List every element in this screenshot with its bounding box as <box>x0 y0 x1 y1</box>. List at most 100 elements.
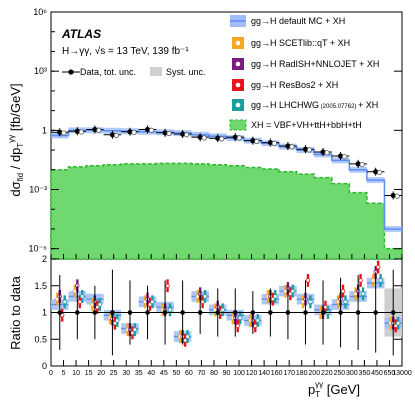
experiment-label: ATLAS <box>61 27 101 41</box>
ratio-model-marker <box>115 318 120 323</box>
ratio-data-point <box>250 310 256 315</box>
ratio-data-point <box>180 310 185 315</box>
legend-data-marker <box>68 69 74 75</box>
model-marker <box>61 130 67 136</box>
data-point <box>162 130 168 136</box>
model-marker <box>377 169 383 176</box>
legend-swatch-marker <box>235 61 241 67</box>
ratio-model-marker <box>273 294 278 299</box>
legend-swatch-marker <box>235 40 241 46</box>
top-ytick-label: 1 <box>42 125 47 135</box>
legend-label: gg→H RadISH+NNLOJET + XH <box>251 59 379 69</box>
xtick-label: 35 <box>135 370 143 377</box>
ratio-data-point <box>303 310 308 315</box>
ratio-model-marker <box>343 299 348 304</box>
xtick-label: 170 <box>283 370 295 377</box>
ratio-ytick-label: 0 <box>42 361 47 371</box>
xtick-label: 120 <box>246 370 258 377</box>
ratio-ytick-label: 2 <box>42 254 47 264</box>
ratio-model-marker <box>202 294 208 299</box>
top-ytick-label: 10⁻³ <box>29 185 47 195</box>
xtick-label: 100 <box>233 370 245 377</box>
legend-swatch <box>229 119 247 131</box>
xtick-label: 5 <box>62 370 66 377</box>
legend-syst-label: Syst. unc. <box>166 67 206 77</box>
top-ytick-label: 10⁻⁶ <box>29 244 48 254</box>
data-point <box>57 129 63 135</box>
ratio-data-point <box>145 310 150 315</box>
ratio-data-point <box>75 310 80 315</box>
xtick-label: 10 <box>72 370 80 377</box>
xtick-label: 50 <box>172 370 180 377</box>
ratio-model-marker <box>237 315 243 321</box>
ratio-model-marker <box>308 299 313 304</box>
xtick-label: 450 <box>371 370 383 377</box>
xtick-label: 70 <box>198 370 206 377</box>
data-point <box>267 139 273 146</box>
ratio-data-point <box>215 310 221 315</box>
ratio-ytick-label: 1.5 <box>34 281 47 291</box>
data-point <box>197 134 203 140</box>
ratio-data-point <box>338 310 343 315</box>
ratio-model-marker <box>371 278 376 283</box>
ratio-data-point <box>373 310 378 315</box>
ratio-data-point <box>320 310 326 315</box>
legend-swatch-marker <box>235 82 241 88</box>
process-label: H→γγ, √s = 13 TeV, 139 fb⁻¹ <box>62 45 189 57</box>
xtick-label: 80 <box>210 370 218 377</box>
xtick-label: 200 <box>308 370 320 377</box>
top-ylabel: dσfid / dpTγγ [fb/GeV] <box>7 83 25 196</box>
legend-label: XH = VBF+VH+ttH+bbH+tH <box>251 120 362 130</box>
ratio-model-marker <box>358 278 363 283</box>
xtick-label: 160 <box>271 370 283 377</box>
ratio-data-point <box>92 310 98 315</box>
top-ytick-label: 10³ <box>34 66 47 76</box>
data-point <box>250 138 256 144</box>
data-point <box>390 192 396 199</box>
xtick-label: 0 <box>49 370 53 377</box>
xtick-label: 140 <box>258 370 270 377</box>
legend-swatch-marker <box>235 102 241 108</box>
legend-data-label: Data, tot. unc. <box>80 67 136 77</box>
ratio-ytick-label: 1 <box>42 308 47 318</box>
data-point <box>215 135 221 141</box>
data-point <box>144 126 151 133</box>
ratio-data-point <box>232 310 238 315</box>
xtick-label: 30 <box>122 370 130 377</box>
ratio-model-marker <box>360 291 366 296</box>
model-marker <box>394 193 400 199</box>
data-point <box>127 129 133 135</box>
ratio-model-marker <box>340 288 346 294</box>
ratio-model-marker <box>235 323 240 329</box>
model-marker <box>184 132 190 138</box>
xtick-label: 60 <box>185 370 193 377</box>
model-marker <box>131 129 137 136</box>
ratio-model-marker <box>80 294 85 299</box>
model-marker <box>166 130 172 137</box>
ratio-model-marker <box>220 307 225 313</box>
model-marker <box>324 150 330 156</box>
legend-label: gg→H LHCHWG (2005.07762) + XH <box>251 100 378 110</box>
model-marker <box>201 135 207 141</box>
ratio-model-marker <box>395 321 401 326</box>
data-point <box>337 153 344 159</box>
data-point <box>109 132 116 138</box>
model-marker <box>359 161 365 168</box>
ratio-model-marker <box>150 299 155 304</box>
legend-label: gg→H default MC + XH <box>251 16 345 26</box>
model-marker <box>219 136 225 142</box>
data-point <box>355 161 361 167</box>
xtick-label: 180 <box>296 370 308 377</box>
ratio-data-point <box>390 310 396 315</box>
ratio-model-marker <box>305 278 311 283</box>
data-point <box>320 149 326 155</box>
data-point <box>74 128 80 134</box>
ratio-ylabel: Ratio to data <box>8 275 23 349</box>
xtick-label: 650 <box>384 370 396 377</box>
ratio-model-marker <box>375 264 381 270</box>
ratio-data-point <box>57 310 63 315</box>
xtick-label: 25 <box>110 370 118 377</box>
legend-syst-swatch <box>150 67 162 76</box>
model-marker <box>341 154 348 160</box>
